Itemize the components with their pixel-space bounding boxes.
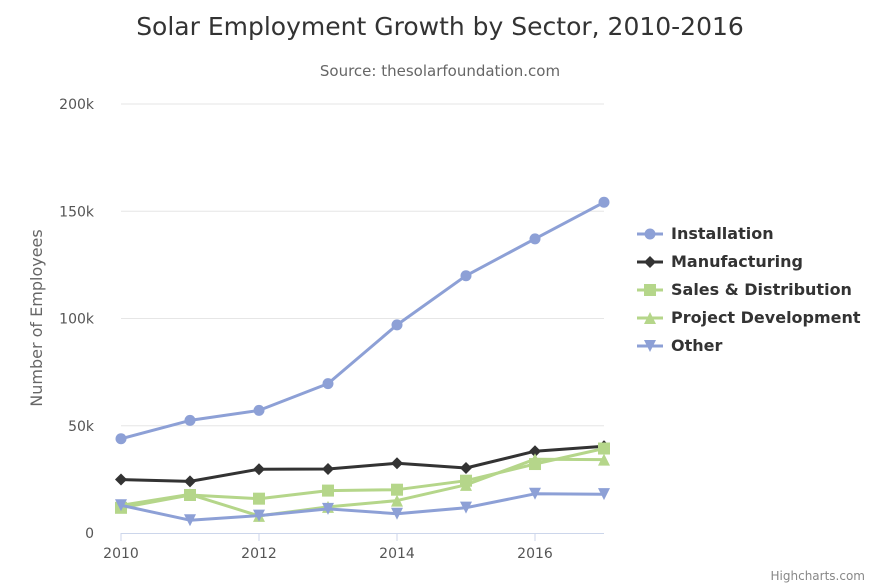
series-installation[interactable] [115, 196, 610, 445]
series-line[interactable] [120, 200, 605, 441]
y-tick-label: 50k [68, 419, 95, 435]
data-point[interactable] [184, 488, 196, 501]
y-tick-label: 100k [59, 312, 95, 328]
y-axis-title: Number of Employees [27, 229, 46, 406]
data-point[interactable] [598, 442, 610, 455]
legend-label: Other [671, 336, 722, 355]
series-line[interactable] [120, 447, 605, 510]
legend-marker [644, 284, 656, 296]
legend-item[interactable]: Sales & Distribution [637, 280, 852, 299]
data-point[interactable] [460, 478, 472, 491]
data-point[interactable] [184, 475, 196, 488]
data-point[interactable] [115, 473, 127, 486]
data-point[interactable] [391, 494, 403, 507]
data-point[interactable] [529, 453, 541, 466]
data-point[interactable] [253, 463, 265, 476]
legend-label: Manufacturing [671, 252, 803, 271]
chart-subtitle: Source: thesolarfoundation.com [320, 62, 560, 80]
data-point[interactable] [529, 233, 541, 245]
data-point[interactable] [391, 483, 403, 496]
data-point[interactable] [115, 433, 127, 445]
x-tick-label: 2014 [379, 546, 415, 562]
series-layer [115, 196, 610, 527]
series-other[interactable] [115, 487, 610, 527]
legend-item[interactable]: Other [637, 336, 722, 355]
data-point[interactable] [253, 404, 265, 416]
data-point[interactable] [460, 501, 472, 514]
y-tick-label: 0 [85, 526, 94, 542]
data-point[interactable] [253, 492, 265, 505]
data-point[interactable] [322, 462, 334, 475]
data-point[interactable] [391, 319, 403, 331]
legend-marker [644, 228, 656, 240]
x-tick-label: 2012 [241, 546, 277, 562]
data-point[interactable] [391, 507, 403, 520]
legend-item[interactable]: Project Development [637, 308, 861, 327]
chart-title: Solar Employment Growth by Sector, 2010-… [136, 12, 744, 41]
data-point[interactable] [598, 453, 610, 466]
data-point[interactable] [115, 499, 127, 512]
data-point[interactable] [322, 484, 334, 497]
data-point[interactable] [529, 445, 541, 458]
data-point[interactable] [529, 487, 541, 500]
legend-marker [644, 312, 656, 324]
credits-link[interactable]: Highcharts.com [771, 569, 865, 583]
data-point[interactable] [322, 378, 334, 390]
legend[interactable]: Installation Manufacturing Sales & Distrib… [637, 224, 861, 355]
legend-marker [644, 256, 656, 268]
series-line[interactable] [120, 444, 605, 483]
data-point[interactable] [598, 196, 610, 208]
legend-label: Sales & Distribution [671, 280, 852, 299]
grid-layer [121, 103, 604, 427]
data-point[interactable] [460, 462, 472, 475]
series-line[interactable] [120, 492, 605, 522]
data-point[interactable] [322, 502, 334, 515]
legend-item[interactable]: Installation [637, 224, 774, 243]
data-point[interactable] [598, 488, 610, 501]
series-line[interactable] [120, 457, 605, 518]
y-tick-label: 200k [59, 97, 95, 113]
data-point[interactable] [184, 414, 196, 426]
data-point[interactable] [184, 514, 196, 527]
x-tick-label: 2016 [517, 546, 553, 562]
legend-label: Installation [671, 224, 774, 243]
x-tick-label: 2010 [103, 546, 139, 562]
data-point[interactable] [391, 457, 403, 470]
legend-label: Project Development [671, 308, 861, 327]
axis-layer: 0 50k 100k 150k 200k 2010 2012 2014 2016 [59, 97, 604, 562]
legend-item[interactable]: Manufacturing [637, 252, 803, 271]
data-point[interactable] [253, 509, 265, 522]
y-tick-label: 150k [59, 204, 95, 220]
legend-marker [644, 340, 656, 352]
data-point[interactable] [460, 270, 472, 282]
